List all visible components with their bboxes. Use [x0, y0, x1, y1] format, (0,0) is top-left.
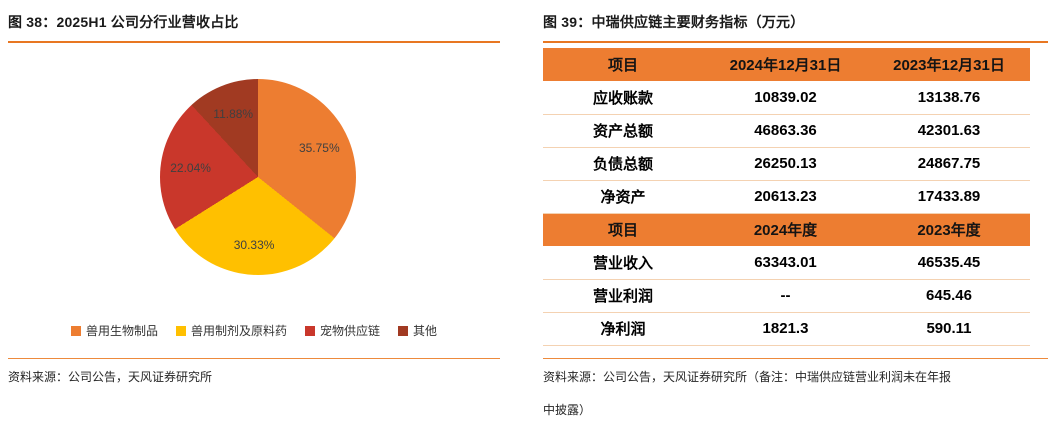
table-cell: 46535.45 — [868, 246, 1030, 280]
table-cell: 24867.75 — [868, 147, 1030, 181]
table-header-cell: 项目 — [543, 48, 703, 81]
figure-39-source-rule — [543, 358, 1048, 359]
financial-table-body: 项目 2024年12月31日 2023年12月31日 应收账款 10839.02 1313… — [543, 48, 1030, 346]
figure-39-source-line2: 中披露） — [543, 403, 592, 417]
legend-swatch — [398, 325, 409, 336]
figure-38-title: 图 38：2025H1 公司分行业营收占比 — [8, 14, 239, 30]
pie-slice-label: 35.75% — [298, 140, 340, 155]
legend-swatch — [175, 325, 186, 336]
pie-chart-area: 35.75% 30.33% 22.04% 11.88% — [8, 43, 500, 329]
figure-39-panel: 图 39：中瑞供应链主要财务指标（万元） 项目 2024年12月31日 2023年1… — [543, 8, 1048, 426]
table-cell: 63343.01 — [703, 246, 868, 280]
table-header-cell: 2023年度 — [868, 213, 1030, 246]
table-cell: 590.11 — [868, 312, 1030, 346]
table-section-header-row: 项目 2024年度 2023年度 — [543, 213, 1030, 246]
pie-legend: 兽用生物制品 兽用制剂及原料药 宠物供应链 其他 — [8, 322, 500, 339]
legend-label: 兽用制剂及原料药 — [190, 324, 287, 338]
table-cell: -- — [703, 279, 868, 313]
table-cell: 资产总额 — [543, 114, 703, 148]
table-cell: 营业收入 — [543, 246, 703, 280]
table-row: 净利润 1821.3 590.11 — [543, 312, 1030, 346]
table-section-header-row: 项目 2024年12月31日 2023年12月31日 — [543, 48, 1030, 81]
legend-item: 其他 — [398, 322, 437, 339]
table-cell: 17433.89 — [868, 180, 1030, 214]
table-cell: 20613.23 — [703, 180, 868, 214]
table-row: 资产总额 46863.36 42301.63 — [543, 114, 1030, 148]
legend-label: 其他 — [413, 324, 438, 338]
table-row: 应收账款 10839.02 13138.76 — [543, 81, 1030, 115]
table-cell: 净利润 — [543, 312, 703, 346]
table-cell: 1821.3 — [703, 312, 868, 346]
figure-38-title-rule — [8, 41, 500, 43]
legend-label: 宠物供应链 — [320, 324, 381, 338]
legend-label: 兽用生物制品 — [85, 324, 158, 338]
table-cell: 13138.76 — [868, 81, 1030, 115]
pie-slice-label: 30.33% — [233, 237, 275, 252]
table-cell: 10839.02 — [703, 81, 868, 115]
table-header-cell: 2024年度 — [703, 213, 868, 246]
table-row: 净资产 20613.23 17433.89 — [543, 180, 1030, 214]
table-cell: 营业利润 — [543, 279, 703, 313]
pie-graphic: 35.75% 30.33% 22.04% 11.88% — [160, 79, 356, 275]
financial-table: 项目 2024年12月31日 2023年12月31日 应收账款 10839.02 1313… — [543, 48, 1030, 346]
figure-38-source: 资料来源：公司公告，天风证券研究所 — [8, 370, 213, 384]
table-cell: 负债总额 — [543, 147, 703, 181]
table-header-cell: 项目 — [543, 213, 703, 246]
table-header-cell: 2023年12月31日 — [868, 48, 1030, 81]
legend-item: 兽用制剂及原料药 — [175, 322, 287, 339]
table-row: 营业利润 -- 645.46 — [543, 279, 1030, 313]
table-cell: 应收账款 — [543, 81, 703, 115]
legend-swatch — [305, 325, 315, 336]
table-row: 营业收入 63343.01 46535.45 — [543, 246, 1030, 280]
figure-39-title-rule — [543, 41, 1048, 43]
pie-slice-label: 22.04% — [170, 161, 211, 176]
legend-item: 兽用生物制品 — [70, 322, 158, 339]
table-cell: 净资产 — [543, 180, 703, 214]
legend-item: 宠物供应链 — [305, 322, 380, 339]
table-row: 负债总额 26250.13 24867.75 — [543, 147, 1030, 181]
legend-swatch — [70, 325, 81, 336]
pie-slice-label: 11.88% — [213, 106, 254, 121]
table-cell: 42301.63 — [868, 114, 1030, 148]
figure-38-source-rule — [8, 358, 500, 359]
table-header-cell: 2024年12月31日 — [703, 48, 868, 81]
figure-39-title: 图 39：中瑞供应链主要财务指标（万元） — [543, 14, 805, 30]
figure-38-panel: 图 38：2025H1 公司分行业营收占比 35.75% 30.33% 22.04%… — [8, 8, 500, 426]
table-cell: 26250.13 — [703, 147, 868, 181]
table-cell: 645.46 — [868, 279, 1030, 313]
table-cell: 46863.36 — [703, 114, 868, 148]
figure-39-source-line1: 资料来源：公司公告，天风证券研究所（备注：中瑞供应链营业利润未在年报 — [543, 370, 952, 384]
